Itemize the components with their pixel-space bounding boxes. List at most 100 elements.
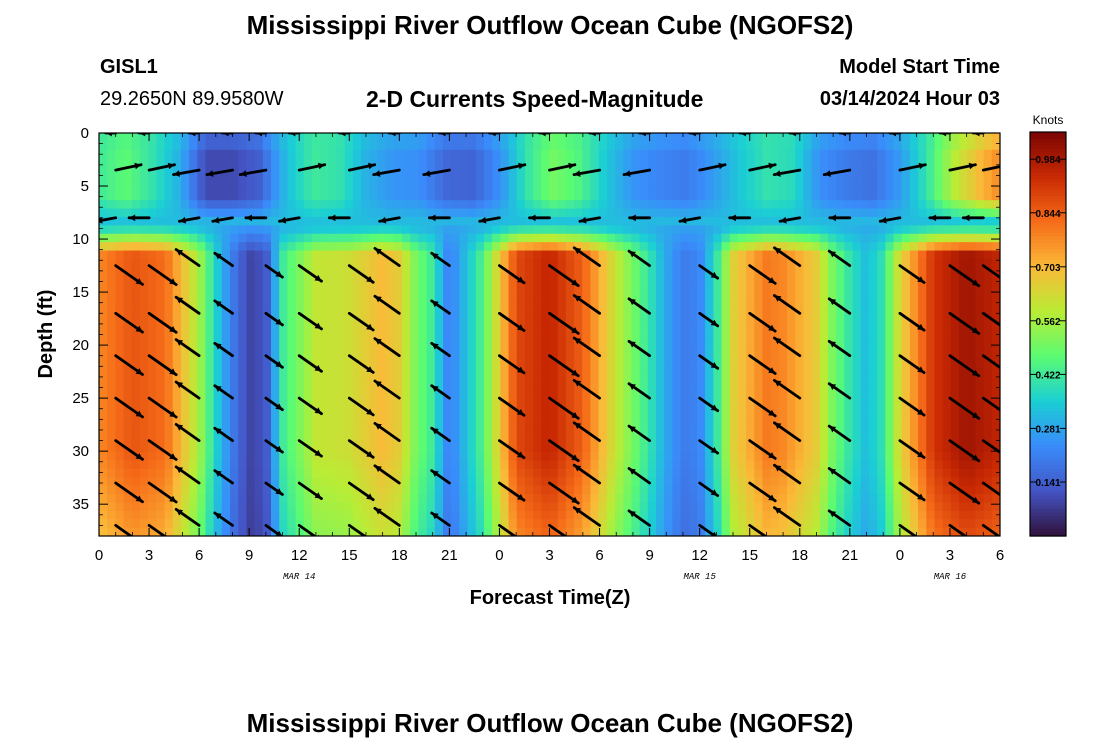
heatmap-cell — [696, 426, 706, 436]
heatmap-cell — [443, 401, 452, 411]
heatmap-cell — [459, 393, 469, 403]
heatmap-cell — [467, 368, 477, 378]
heatmap-cell — [762, 174, 772, 184]
heatmap-cell — [754, 208, 764, 218]
heatmap-cell — [156, 183, 166, 193]
heatmap-cell — [631, 183, 641, 193]
heatmap-cell — [352, 368, 362, 378]
heatmap-cell — [705, 410, 714, 420]
heatmap-cell — [123, 410, 133, 420]
heatmap-cell — [500, 452, 510, 462]
heatmap-cell — [197, 510, 207, 520]
heatmap-cell — [877, 494, 886, 504]
heatmap-cell — [254, 376, 264, 386]
heatmap-cell — [787, 141, 796, 151]
heatmap-cell — [238, 435, 248, 445]
heatmap-cell — [385, 418, 395, 428]
heatmap-cell — [918, 460, 927, 470]
heatmap-cell — [918, 334, 927, 344]
heatmap-cell — [852, 250, 862, 260]
heatmap-cell — [852, 258, 862, 268]
heatmap-cell — [139, 141, 149, 151]
heatmap-cell — [827, 216, 837, 226]
heatmap-cell — [139, 519, 149, 529]
heatmap-cell — [647, 351, 657, 361]
heatmap-cell — [279, 258, 288, 268]
heatmap-cell — [164, 468, 174, 478]
heatmap-cell — [344, 284, 354, 294]
heatmap-cell — [737, 527, 747, 536]
heatmap-cell — [541, 368, 551, 378]
heatmap-cell — [254, 351, 264, 361]
heatmap-cell — [246, 326, 256, 336]
heatmap-cell — [672, 183, 682, 193]
heatmap-cell — [811, 233, 821, 243]
heatmap-cell — [402, 477, 411, 487]
heatmap-cell — [696, 527, 706, 536]
heatmap-cell — [393, 502, 403, 512]
heatmap-cell — [705, 174, 714, 184]
heatmap-cell — [483, 527, 493, 536]
heatmap-cell — [172, 368, 182, 378]
heatmap-cell — [803, 250, 813, 260]
heatmap-cell — [844, 250, 854, 260]
heatmap-cell — [205, 519, 215, 529]
heatmap-cell — [934, 258, 944, 268]
heatmap-cell — [827, 284, 837, 294]
heatmap-cell — [107, 351, 116, 361]
heatmap-cell — [262, 334, 272, 344]
heatmap-cell — [655, 435, 665, 445]
heatmap-cell — [475, 208, 485, 218]
heatmap-cell — [877, 426, 886, 436]
heatmap-cell — [303, 275, 313, 285]
heatmap-cell — [729, 133, 739, 142]
heatmap-cell — [860, 477, 870, 487]
heatmap-cell — [705, 418, 714, 428]
heatmap-cell — [352, 200, 362, 210]
heatmap-cell — [443, 174, 452, 184]
heatmap-cell — [549, 258, 559, 268]
heatmap-cell — [811, 519, 821, 529]
heatmap-cell — [279, 267, 288, 277]
heatmap-cell — [393, 460, 403, 470]
heatmap-cell — [770, 166, 780, 176]
heatmap-cell — [737, 225, 747, 235]
heatmap-cell — [107, 477, 116, 487]
heatmap-cell — [557, 342, 567, 352]
heatmap-cell — [729, 334, 739, 344]
heatmap-cell — [934, 342, 944, 352]
heatmap-cell — [180, 334, 190, 344]
heatmap-cell — [647, 485, 657, 495]
heatmap-cell — [164, 359, 174, 369]
heatmap-cell — [655, 225, 665, 235]
heatmap-cell — [631, 292, 641, 302]
heatmap-cell — [705, 460, 714, 470]
heatmap-cell — [533, 233, 542, 243]
heatmap-cell — [909, 519, 919, 529]
heatmap-cell — [647, 216, 657, 226]
heatmap-cell — [148, 410, 157, 420]
heatmap-cell — [197, 158, 207, 168]
heatmap-cell — [909, 384, 919, 394]
heatmap-cell — [361, 174, 370, 184]
heatmap-cell — [770, 384, 780, 394]
heatmap-cell — [590, 443, 600, 453]
heatmap-cell — [918, 393, 927, 403]
heatmap-cell — [205, 359, 215, 369]
heatmap-cell — [877, 208, 886, 218]
heatmap-cell — [582, 368, 592, 378]
heatmap-cell — [942, 460, 952, 470]
heatmap-cell — [99, 452, 108, 462]
heatmap-cell — [639, 200, 649, 210]
heatmap-cell — [606, 368, 616, 378]
heatmap-cell — [639, 300, 649, 310]
heatmap-cell — [639, 376, 649, 386]
heatmap-cell — [164, 460, 174, 470]
heatmap-cell — [385, 393, 395, 403]
heatmap-cell — [172, 166, 182, 176]
heatmap-cell — [254, 426, 264, 436]
heatmap-cell — [205, 435, 215, 445]
heatmap-cell — [393, 485, 403, 495]
heatmap-cell — [393, 133, 403, 142]
heatmap-cell — [287, 485, 297, 495]
